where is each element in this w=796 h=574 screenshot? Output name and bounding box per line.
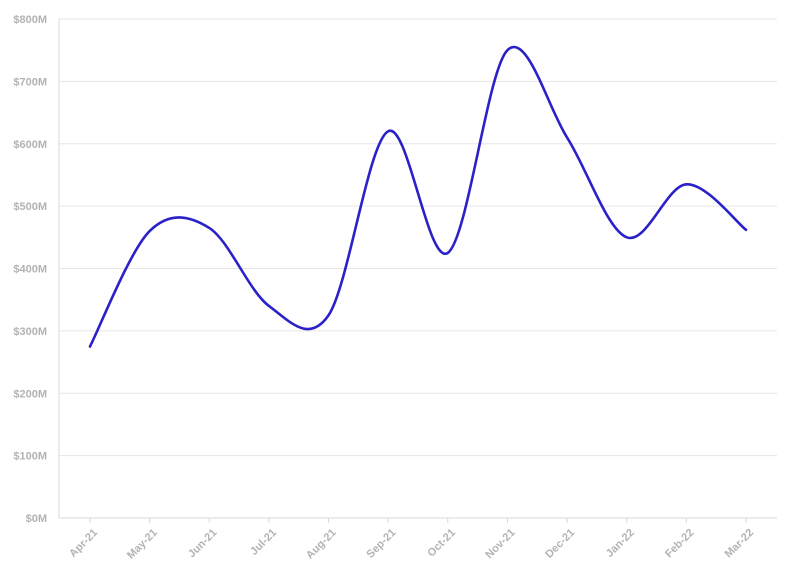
y-tick-label: $200M	[13, 388, 47, 400]
y-tick-label: $700M	[13, 76, 47, 88]
x-tick-label: Feb-22	[663, 527, 697, 561]
x-axis-ticks: Apr-21 May-21 Jun-21 Jul-21 Aug-21 Sep-21 Oct-…	[67, 518, 756, 562]
y-tick-label: $500M	[13, 201, 47, 213]
data-point	[385, 128, 391, 134]
y-tick-label: $400M	[13, 264, 47, 276]
data-point	[87, 343, 93, 349]
data-point	[564, 135, 570, 141]
x-tick-label: Aug-21	[304, 527, 339, 562]
x-tick-label: Apr-21	[67, 527, 100, 560]
x-tick-label: Nov-21	[483, 527, 517, 561]
x-tick-label: Mar-22	[723, 527, 757, 561]
gridlines	[59, 18, 777, 457]
data-point	[326, 312, 332, 318]
x-tick-label: Dec-21	[543, 527, 577, 561]
data-point	[624, 234, 630, 240]
data-point	[504, 47, 510, 53]
x-tick-label: Jan-22	[604, 527, 637, 560]
series-layer	[87, 45, 749, 349]
y-tick-label: $300M	[13, 326, 47, 338]
x-tick-label: Jul-21	[248, 527, 279, 558]
x-tick-label: Jun-21	[186, 527, 220, 561]
data-point	[206, 225, 212, 231]
x-tick-label: Sep-21	[364, 527, 398, 561]
axes	[58, 19, 777, 519]
y-axis-ticks: $0M $100M $200M $300M $400M $500M $600M $700M $8…	[13, 14, 47, 525]
data-point	[743, 227, 749, 233]
data-point	[683, 181, 689, 187]
data-point	[147, 228, 153, 234]
y-tick-label: $800M	[13, 14, 47, 26]
y-tick-label: $100M	[13, 451, 47, 463]
y-tick-label: $0M	[26, 513, 47, 525]
y-tick-label: $600M	[13, 139, 47, 151]
data-point	[445, 250, 451, 256]
x-tick-label: Oct-21	[425, 527, 458, 560]
data-point	[266, 303, 272, 309]
x-tick-label: May-21	[125, 527, 160, 562]
series-line	[88, 45, 748, 348]
